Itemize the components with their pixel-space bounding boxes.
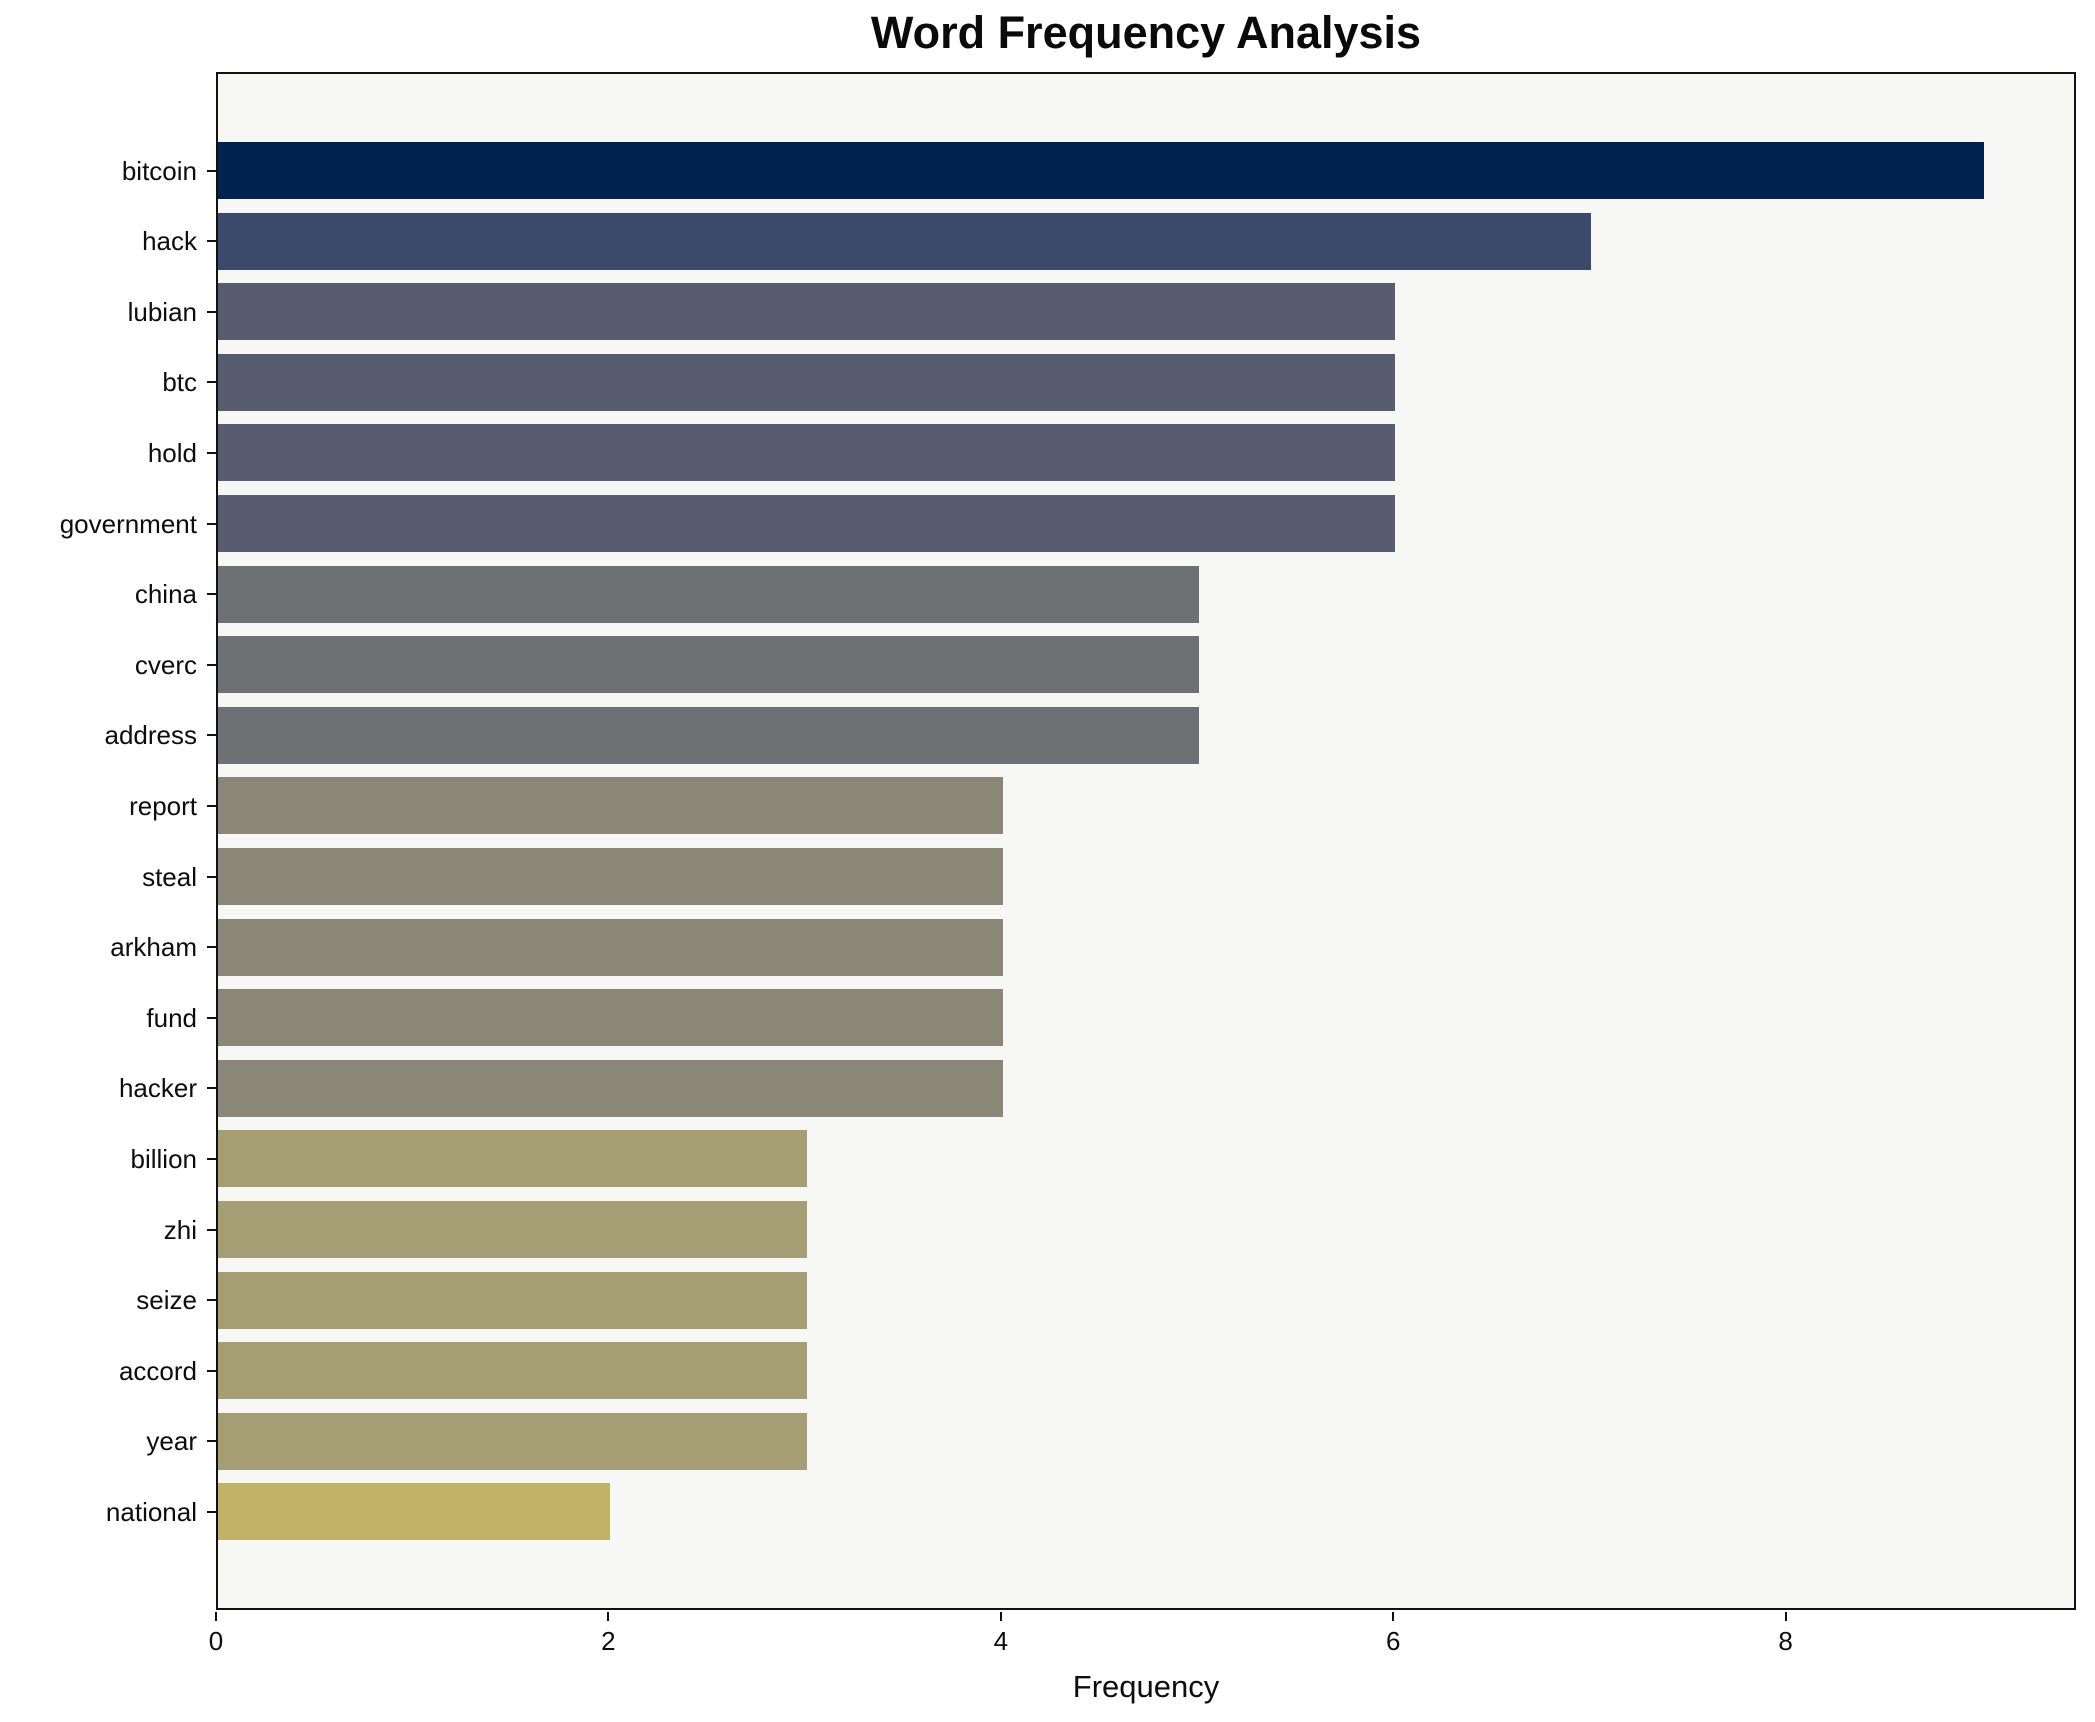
y-tick-report xyxy=(207,804,216,807)
y-tick-label-btc: btc xyxy=(162,367,197,398)
y-tick-national xyxy=(207,1510,216,1513)
bar-btc xyxy=(218,353,1396,411)
bar-hack xyxy=(218,212,1592,270)
y-tick-label-report: report xyxy=(129,790,197,821)
bar-accord xyxy=(218,1342,807,1400)
x-tick-4 xyxy=(999,1612,1002,1621)
y-tick-fund xyxy=(207,1016,216,1019)
y-tick-billion xyxy=(207,1157,216,1160)
y-tick-label-steal: steal xyxy=(142,861,197,892)
bar-national xyxy=(218,1483,611,1541)
y-tick-hack xyxy=(207,240,216,243)
bar-address xyxy=(218,706,1199,764)
bar-arkham xyxy=(218,918,1003,976)
y-tick-label-address: address xyxy=(104,720,198,751)
y-tick-label-hack: hack xyxy=(142,226,197,257)
y-tick-label-china: china xyxy=(134,579,197,610)
bar-hold xyxy=(218,424,1396,482)
y-tick-label-government: government xyxy=(59,508,197,539)
y-tick-label-accord: accord xyxy=(118,1355,197,1386)
y-tick-accord xyxy=(207,1369,216,1372)
bar-report xyxy=(218,777,1003,835)
bar-lubian xyxy=(218,283,1396,341)
y-tick-bitcoin xyxy=(207,169,216,172)
y-tick-label-national: national xyxy=(105,1496,197,1527)
y-tick-label-arkham: arkham xyxy=(110,932,197,963)
bar-government xyxy=(218,495,1396,552)
y-tick-government xyxy=(207,522,216,525)
y-tick-zhi xyxy=(207,1228,216,1231)
bar-china xyxy=(218,565,1199,623)
bar-bitcoin xyxy=(218,142,1984,199)
chart-title: Word Frequency Analysis xyxy=(870,7,1422,58)
plot-area xyxy=(216,72,2076,1610)
x-tick-2 xyxy=(607,1612,610,1621)
bar-seize xyxy=(218,1271,807,1329)
y-tick-seize xyxy=(207,1299,216,1302)
y-tick-label-lubian: lubian xyxy=(127,296,197,327)
y-tick-hacker xyxy=(207,1087,216,1090)
y-tick-address xyxy=(207,734,216,737)
x-tick-6 xyxy=(1392,1612,1395,1621)
y-tick-steal xyxy=(207,875,216,878)
x-tick-label-6: 6 xyxy=(1385,1626,1401,1656)
bar-cverc xyxy=(218,636,1199,694)
bar-hacker xyxy=(218,1059,1003,1117)
bar-zhi xyxy=(218,1201,807,1258)
bar-year xyxy=(218,1412,807,1470)
y-tick-hold xyxy=(207,451,216,454)
y-tick-label-cverc: cverc xyxy=(134,649,197,680)
bar-steal xyxy=(218,848,1003,905)
y-tick-cverc xyxy=(207,663,216,666)
x-tick-label-4: 4 xyxy=(993,1626,1009,1656)
y-tick-label-hacker: hacker xyxy=(118,1073,197,1104)
x-tick-label-0: 0 xyxy=(208,1626,224,1656)
bar-fund xyxy=(218,989,1003,1047)
y-tick-label-hold: hold xyxy=(147,437,197,468)
y-tick-label-bitcoin: bitcoin xyxy=(121,155,197,186)
x-tick-0 xyxy=(215,1612,217,1621)
y-tick-lubian xyxy=(207,310,216,313)
y-tick-china xyxy=(207,593,216,596)
x-axis-label: Frequency xyxy=(1072,1669,1220,1704)
y-tick-label-year: year xyxy=(146,1426,197,1457)
y-tick-year xyxy=(207,1440,216,1443)
y-tick-label-fund: fund xyxy=(146,1002,197,1033)
bar-billion xyxy=(218,1130,807,1188)
y-tick-arkham xyxy=(207,946,216,949)
y-tick-label-zhi: zhi xyxy=(163,1214,197,1245)
x-tick-8 xyxy=(1784,1612,1787,1621)
y-tick-label-billion: billion xyxy=(130,1143,198,1174)
y-tick-btc xyxy=(207,381,216,384)
x-tick-label-8: 8 xyxy=(1778,1626,1793,1656)
y-tick-label-seize: seize xyxy=(136,1285,197,1316)
x-tick-label-2: 2 xyxy=(601,1626,616,1656)
